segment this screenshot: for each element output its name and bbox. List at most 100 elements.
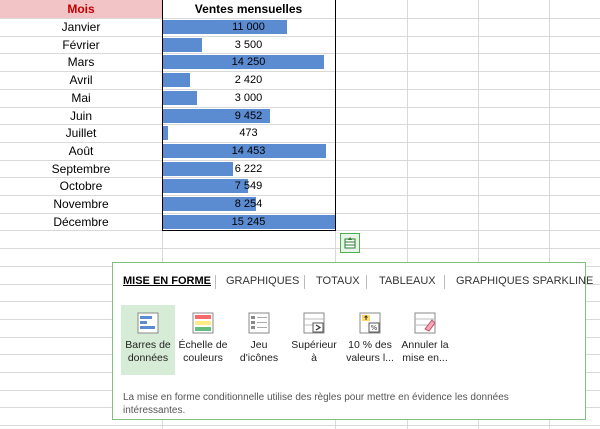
sales-cell[interactable]: 7 549 <box>162 177 335 195</box>
data-bar <box>163 144 327 158</box>
sales-value: 8 254 <box>234 198 263 210</box>
sales-cell[interactable]: 473 <box>162 124 335 142</box>
month-cell[interactable]: Février <box>62 38 100 52</box>
sales-value: 6 222 <box>234 163 263 175</box>
tool-jeu-d-icones[interactable]: Jeu d'icônes <box>232 305 286 375</box>
grid-line <box>0 177 600 178</box>
sales-value: 15 245 <box>231 216 266 228</box>
tab-separator <box>215 275 216 289</box>
tool-echelle-de-couleurs[interactable]: Échelle de couleurs <box>176 305 230 375</box>
grid-line <box>0 160 600 161</box>
data-bar <box>163 197 257 211</box>
icon-set-icon <box>248 312 270 334</box>
tool-label-line2: données <box>127 352 169 364</box>
tool-label-line1: Jeu <box>250 339 268 351</box>
data-bar <box>163 109 270 123</box>
sales-cell[interactable]: 14 250 <box>162 53 335 71</box>
sales-value: 9 452 <box>234 110 263 122</box>
tool-10-pct-des-valeurs[interactable]: % 10 % des valeurs l... <box>343 305 397 375</box>
data-bar <box>163 55 324 69</box>
grid-line <box>0 142 600 143</box>
sales-value: 2 420 <box>234 74 263 86</box>
tool-label-line1: Échelle de <box>178 339 228 351</box>
svg-text:%: % <box>371 324 378 332</box>
clear-format-icon <box>414 312 436 334</box>
grid-line <box>0 195 600 196</box>
header-ventes-mensuelles[interactable]: Ventes mensuelles <box>162 0 335 18</box>
sales-value: 3 500 <box>234 39 263 51</box>
tab-separator <box>444 275 445 289</box>
sales-cell[interactable]: 11 000 <box>162 18 335 36</box>
tool-superieur-a[interactable]: Supérieur à <box>287 305 341 375</box>
tab-totaux[interactable]: TOTAUX <box>316 275 360 287</box>
color-scale-icon <box>192 312 214 334</box>
grid-line <box>407 0 408 429</box>
table-border-left <box>162 0 163 231</box>
data-bars-icon <box>137 312 159 334</box>
tool-label-line2: couleurs <box>183 352 223 364</box>
tool-label-line2: valeurs l... <box>346 352 394 364</box>
tool-label-line1: Annuler la <box>401 339 449 351</box>
month-cell[interactable]: Décembre <box>53 215 109 229</box>
tool-label-line1: Barres de <box>125 339 171 351</box>
header-mois[interactable]: Mois <box>0 0 162 18</box>
data-bar <box>163 73 191 87</box>
month-cell[interactable]: Août <box>68 144 94 158</box>
grid-line <box>549 0 550 429</box>
quick-analysis-button[interactable] <box>340 233 360 253</box>
sales-cell[interactable]: 3 500 <box>162 36 335 54</box>
sales-value: 11 000 <box>232 21 265 33</box>
tab-separator <box>366 275 367 289</box>
sales-value: 14 250 <box>231 56 266 68</box>
sales-cell[interactable]: 14 453 <box>162 142 335 160</box>
sales-cell[interactable]: 6 222 <box>162 160 335 178</box>
quick-analysis-icon <box>344 237 356 249</box>
grid-line <box>0 248 600 249</box>
tab-graphiques[interactable]: GRAPHIQUES <box>226 275 300 287</box>
month-cell[interactable]: Novembre <box>53 197 109 211</box>
sales-cell[interactable]: 9 452 <box>162 107 335 125</box>
grid-line <box>0 425 600 426</box>
top-ten-icon: % <box>359 312 381 334</box>
month-cell[interactable]: Janvier <box>61 20 101 34</box>
grid-line <box>0 124 600 125</box>
tab-mise-en-forme[interactable]: MISE EN FORME <box>123 275 212 287</box>
tool-label-line2: d'icônes <box>239 352 279 364</box>
data-bar <box>163 126 169 140</box>
data-bar <box>163 38 203 52</box>
sales-cell[interactable]: 8 254 <box>162 195 335 213</box>
tab-tableaux[interactable]: TABLEAUX <box>379 275 436 287</box>
month-cell[interactable]: Mars <box>67 55 95 69</box>
data-bar <box>163 215 335 229</box>
sales-value: 473 <box>239 127 258 139</box>
greater-than-icon <box>303 312 325 334</box>
grid-line <box>0 213 600 214</box>
grid-line <box>0 71 600 72</box>
data-bar <box>163 91 197 105</box>
table-border-bottom <box>162 230 336 231</box>
month-cell[interactable]: Octobre <box>59 179 103 193</box>
tool-barres-de-donnees[interactable]: Barres de données <box>121 305 175 375</box>
month-cell[interactable]: Mai <box>71 91 91 105</box>
month-cell[interactable]: Juillet <box>65 126 97 140</box>
sales-cell[interactable]: 2 420 <box>162 71 335 89</box>
tab-graphiques-sparkline[interactable]: GRAPHIQUES SPARKLINE <box>456 275 594 287</box>
grid-line <box>0 53 600 54</box>
sales-cell[interactable]: 3 000 <box>162 89 335 107</box>
grid-line <box>0 107 600 108</box>
grid-line <box>0 36 600 37</box>
month-cell[interactable]: Septembre <box>51 162 111 176</box>
data-bar <box>163 162 234 176</box>
sales-cell[interactable]: 15 245 <box>162 213 335 231</box>
month-cell[interactable]: Avril <box>69 73 93 87</box>
tool-label-line2: mise en... <box>402 352 448 364</box>
sales-value: 7 549 <box>234 180 263 192</box>
tool-label-line1: Supérieur <box>291 339 337 351</box>
quick-analysis-panel: MISE EN FORME GRAPHIQUES TOTAUX TABLEAUX… <box>112 262 593 420</box>
tool-label-line1: 10 % des <box>348 339 392 351</box>
tool-label-line2: à <box>311 352 317 364</box>
tool-annuler-la-mise-en-forme[interactable]: Annuler la mise en... <box>398 305 452 375</box>
data-bar <box>163 179 249 193</box>
month-cell[interactable]: Juin <box>69 109 92 123</box>
